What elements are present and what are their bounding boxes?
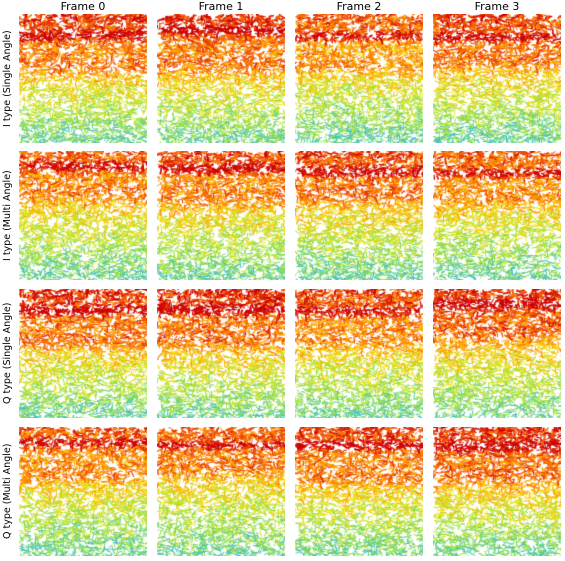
column-title-frame-1: Frame 1 (198, 0, 244, 13)
column-title-frame-2: Frame 2 (336, 0, 382, 13)
speckle-image (433, 289, 561, 418)
column-title-frame-3: Frame 3 (474, 0, 520, 13)
panel-r2-c1 (157, 289, 285, 418)
speckle-image (433, 14, 561, 143)
speckle-image (157, 151, 285, 280)
speckle-image (295, 14, 423, 143)
panel-r3-c2 (295, 427, 423, 556)
speckle-image (157, 289, 285, 418)
speckle-image (295, 427, 423, 556)
speckle-image (433, 151, 561, 280)
speckle-image (19, 289, 147, 418)
column-title-frame-0: Frame 0 (60, 0, 106, 13)
panel-r3-c3 (433, 427, 561, 556)
panel-r2-c0 (19, 289, 147, 418)
speckle-image (19, 14, 147, 143)
panel-r2-c3 (433, 289, 561, 418)
row-label-i-single: I type (Single Angle) (2, 30, 13, 127)
speckle-image (157, 14, 285, 143)
speckle-image (19, 151, 147, 280)
speckle-image (433, 427, 561, 556)
panel-r0-c3 (433, 14, 561, 143)
panel-r0-c1 (157, 14, 285, 143)
row-label-q-multi: Q type (Multi Angle) (2, 443, 13, 539)
panel-r2-c2 (295, 289, 423, 418)
panel-r1-c3 (433, 151, 561, 280)
speckle-image (19, 427, 147, 556)
panel-r3-c1 (157, 427, 285, 556)
row-label-i-multi: I type (Multi Angle) (2, 170, 13, 261)
panel-r0-c0 (19, 14, 147, 143)
panel-r1-c2 (295, 151, 423, 280)
panel-r1-c0 (19, 151, 147, 280)
panel-r0-c2 (295, 14, 423, 143)
panel-r1-c1 (157, 151, 285, 280)
speckle-image (295, 289, 423, 418)
speckle-image (157, 427, 285, 556)
row-label-q-single: Q type (Single Angle) (2, 302, 13, 404)
panel-r3-c0 (19, 427, 147, 556)
speckle-image (295, 151, 423, 280)
